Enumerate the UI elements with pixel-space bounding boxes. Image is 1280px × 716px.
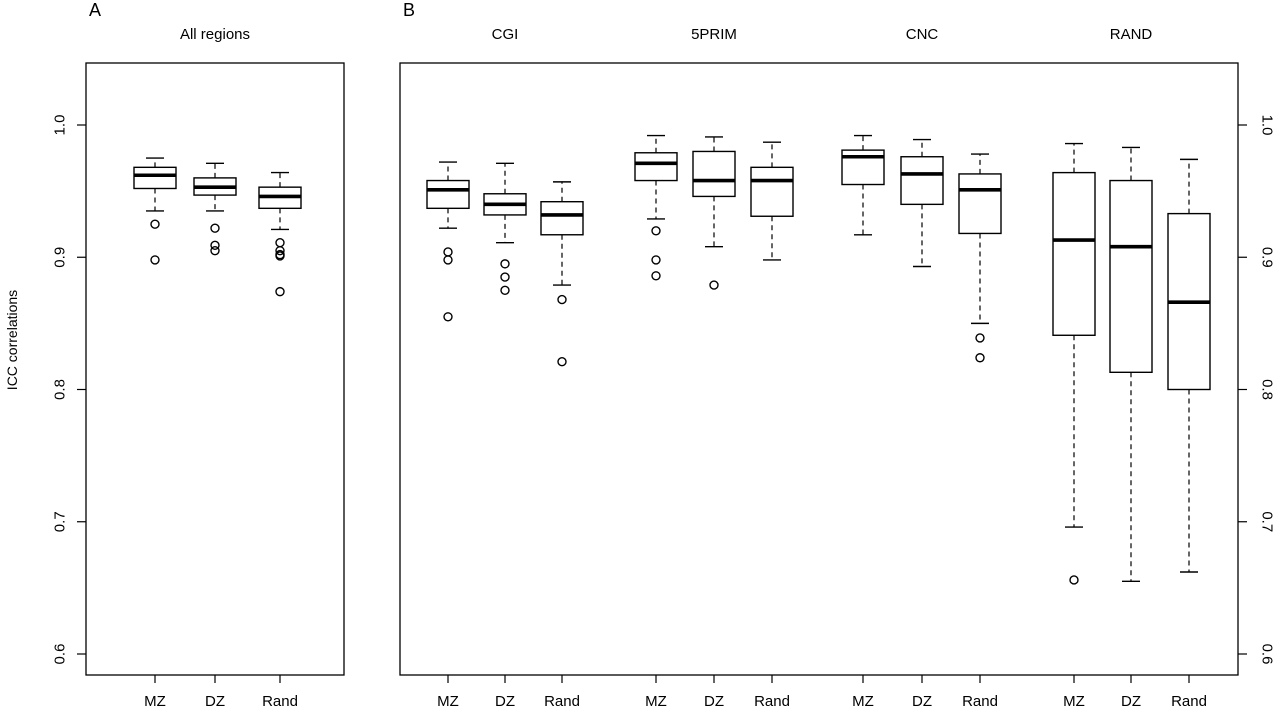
outlier-point [500,285,510,296]
x-category-label: MZ [645,693,667,710]
box-iqr [958,173,1002,235]
box-iqr [750,166,794,217]
group-title: All regions [180,26,250,43]
outlier-point [975,353,985,363]
x-category-label: DZ [1121,693,1141,710]
group-title: RAND [1110,26,1153,43]
y-tick-label: 0.8 [1259,379,1276,400]
box-rand [750,141,794,261]
outlier-point [210,240,220,251]
box-iqr [133,166,177,190]
box-iqr [540,201,584,236]
box-rand [1167,158,1211,573]
y-tick-label: 1.0 [1259,115,1276,136]
outlier-point [443,312,453,322]
outlier-point [275,245,285,256]
group-title: CGI [492,26,519,43]
outlier-point [210,245,220,256]
box-rand [958,153,1002,363]
panel-letter: A [89,0,101,20]
panel-letter: B [403,0,415,20]
box-dz [193,162,237,256]
x-category-label: Rand [544,693,580,710]
outlier-point [443,247,453,257]
outlier-point [150,255,160,265]
plot-frame [85,62,345,676]
box-dz [900,138,944,268]
plot-frame [399,62,1239,676]
outlier-point [150,219,160,229]
outlier-point [275,238,285,248]
y-tick-label: 0.7 [52,511,69,532]
y-axis-title: ICC correlations [4,290,20,390]
outlier-point [443,255,453,265]
outlier-point [500,272,510,282]
outlier-point [651,255,661,265]
box-mz [1052,142,1096,585]
x-category-label: DZ [495,693,515,710]
x-category-label: Rand [262,693,298,710]
box-iqr [634,152,678,182]
outlier-point [975,333,985,343]
outlier-point [709,280,719,290]
box-iqr [900,156,944,206]
x-category-label: MZ [1063,693,1085,710]
panel-b: B 0.6 0.7 0.8 0.9 1.0 CGI MZ DZ Rand 5PRIM MZ DZ Rand… [399,0,1276,710]
box-dz [692,136,736,290]
y-tick-label: 0.6 [1259,644,1276,665]
x-category-label: Rand [754,693,790,710]
outlier-point [651,271,661,281]
outlier-point [500,259,510,269]
x-category-label: MZ [852,693,874,710]
y-tick-label: 0.7 [1259,511,1276,532]
box-iqr [692,150,736,198]
x-category-label: DZ [912,693,932,710]
panel-a: A 0.6 0.7 0.8 0.9 1.0 ICC correlations All regi… [4,0,345,710]
box-mz [634,134,678,281]
outlier-point [1069,575,1079,585]
group-title: CNC [906,26,939,43]
box-dz [483,162,527,296]
box-mz [133,157,177,265]
box-rand [258,171,302,297]
box-iqr [1109,179,1153,374]
x-category-label: MZ [437,693,459,710]
y-tick-label: 0.6 [52,644,69,665]
box-iqr [1052,171,1096,336]
x-category-label: Rand [1171,693,1207,710]
y-tick-label: 0.9 [52,247,69,268]
box-mz [426,161,470,322]
y-tick-label: 0.9 [1259,247,1276,268]
outlier-point [557,294,567,305]
outlier-point [210,223,220,233]
box-rand [540,181,584,367]
outlier-point [651,226,661,236]
outlier-point [275,251,285,261]
x-category-label: DZ [205,693,225,710]
x-category-label: DZ [704,693,724,710]
box-dz [1109,146,1153,582]
box-mz [841,134,885,236]
x-category-label: Rand [962,693,998,710]
y-tick-label: 0.8 [52,379,69,400]
outlier-point [275,286,285,297]
group-title: 5PRIM [691,26,737,43]
box-iqr [426,179,470,210]
outlier-point [557,357,567,367]
x-category-label: MZ [144,693,166,710]
y-tick-label: 1.0 [52,115,69,136]
